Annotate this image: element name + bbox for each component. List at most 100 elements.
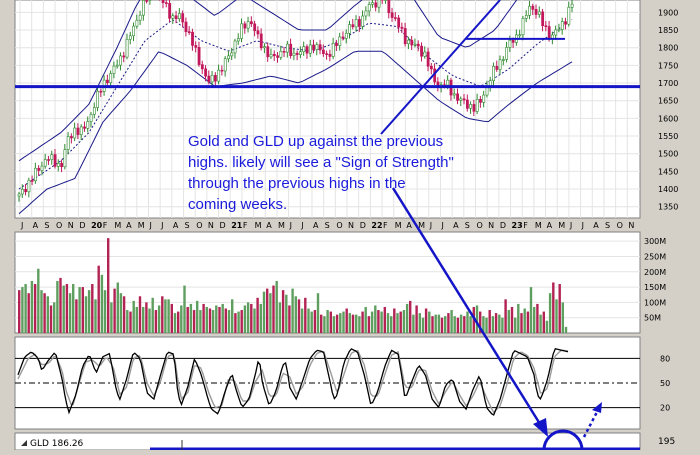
candle-body [244,24,246,28]
month-tick-label: O [196,221,202,230]
candle-body [283,51,285,52]
candle-body [263,47,265,48]
candle-body [483,95,485,102]
candle-body [106,80,108,83]
volume-tick-label: 200M [644,268,666,277]
volume-bar [422,318,424,333]
candle-body [571,4,573,7]
volume-bar [520,313,522,333]
volume-bar [231,299,233,333]
price-tick-label: 1650 [658,97,678,106]
candle-body [528,6,530,15]
volume-tick-label: 100M [644,298,666,307]
volume-bar [237,312,239,333]
price-tick-label: 1700 [658,79,678,88]
volume-bar [438,315,440,333]
month-tick-label: A [33,221,39,230]
candle-body [227,56,229,59]
volume-bar [24,284,26,333]
volume-bar [123,296,125,333]
volume-bar [110,302,112,333]
price-tick-label: 1600 [658,114,678,123]
volume-bar [196,301,198,333]
candle-body [290,44,292,55]
volume-bar [139,296,141,333]
volume-bar [59,278,61,333]
volume-bar [63,286,65,333]
volume-bar [559,284,561,333]
candle-body [306,47,308,54]
candle-body [512,40,514,42]
volume-bar [222,304,224,333]
candle-body [44,159,46,166]
candle-body [208,76,210,82]
candle-body [110,74,112,83]
candle-body [345,33,347,38]
candle-body [378,0,380,7]
volume-bar [428,312,430,333]
month-tick-label: N [68,221,74,230]
candle-body [237,38,239,41]
volume-bar [183,286,185,333]
candle-body [191,32,193,45]
volume-bar [244,305,246,333]
month-tick-label: M [278,221,285,230]
volume-bar [129,312,131,333]
price-tick-label: 1900 [658,8,678,17]
candle-body [54,155,56,167]
volume-bar [460,315,462,333]
month-tick-label: J [581,221,584,230]
volume-bar [406,304,408,333]
volume-bar [291,289,293,333]
candle-body [182,14,184,22]
candle-body [427,52,429,66]
volume-bar [498,315,500,333]
volume-bar [101,275,103,333]
volume-bar [241,310,243,333]
candle-body [185,22,187,32]
candle-body [496,66,498,69]
candle-body [214,75,216,81]
month-tick-label: M [255,221,262,230]
volume-bar [78,287,80,333]
month-tick-label: S [605,221,610,230]
price-tick-label: 1350 [658,203,678,212]
volume-bar [330,312,332,333]
volume-bar [298,299,300,333]
volume-bar [47,296,49,333]
volume-bar [387,313,389,333]
volume-bar [72,284,74,333]
volume-bar [190,304,192,333]
volume-bar [400,312,402,333]
candle-body [398,18,400,27]
candle-body [64,150,66,167]
volume-bar [69,293,71,333]
volume-bar [272,286,274,333]
month-tick-label: O [617,221,623,230]
candle-body [146,0,148,1]
volume-bar [133,301,135,333]
volume-bar [212,310,214,333]
volume-bar [225,309,227,333]
volume-bar [50,305,52,333]
candle-body [136,20,138,26]
candle-body [299,52,301,55]
month-tick-label: 23 [512,221,523,230]
month-tick-label: D [500,221,506,230]
month-tick-label: F [103,221,108,230]
price-tick-label: 1850 [658,26,678,35]
volume-bar [107,238,109,333]
month-tick-label: N [348,221,354,230]
volume-bar [333,316,335,333]
month-tick-label: A [453,221,459,230]
month-tick-label: J [429,221,432,230]
volume-bar [276,281,278,333]
volume-bar [403,310,405,333]
month-tick-label: F [243,221,248,230]
volume-bar [320,315,322,333]
volume-bar [311,312,313,333]
volume-bar [447,313,449,333]
volume-bar [457,318,459,333]
volume-bar [326,310,328,333]
candle-body [221,70,223,71]
